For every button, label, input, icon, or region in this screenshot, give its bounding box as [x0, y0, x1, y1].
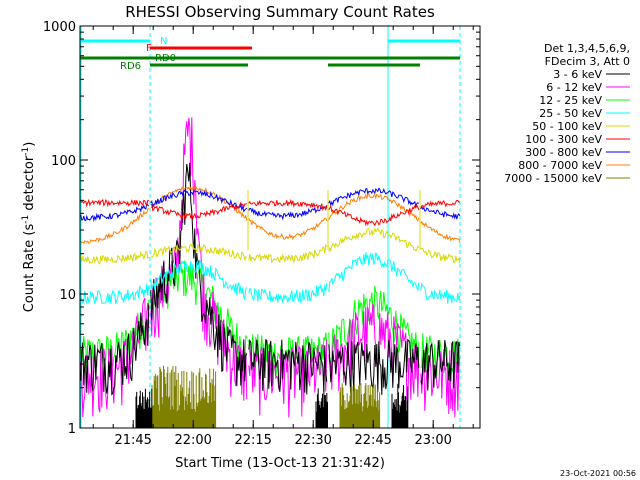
- series-line-7: [80, 187, 461, 223]
- flag-label: N: [160, 36, 167, 47]
- legend-header: Det 1,3,4,5,6,9,: [544, 42, 630, 55]
- legend-entry: 100 - 300 keV: [525, 133, 602, 146]
- x-tick-label: 21:45: [114, 433, 151, 448]
- y-axis-label: Count Rate (s-1 detector-1): [21, 142, 37, 313]
- series-line-9: [151, 365, 177, 428]
- flag-label: RD0: [155, 53, 176, 64]
- legend-entry: 7000 - 15000 keV: [504, 172, 602, 185]
- legend-header: FDecim 3, Att 0: [545, 55, 630, 68]
- series-line-8: [80, 185, 461, 244]
- x-tick-label: 22:00: [174, 433, 211, 448]
- series-line-6: [80, 198, 460, 227]
- series-line-1-burst: [315, 388, 328, 428]
- series-line-1: [80, 162, 461, 396]
- legend: Det 1,3,4,5,6,9,FDecim 3, Att 03 - 6 keV…: [504, 42, 630, 185]
- series-line-4: [80, 252, 461, 305]
- chart-title: RHESSI Observing Summary Count Rates: [125, 3, 435, 21]
- series-line-9: [339, 382, 381, 428]
- x-tick-label: 22:45: [354, 433, 391, 448]
- y-tick-label: 100: [51, 154, 76, 169]
- legend-entry: 50 - 100 keV: [532, 120, 602, 133]
- plot-frame: [79, 25, 481, 429]
- y-tick-label: 10: [59, 288, 76, 303]
- y-tick-label: 1: [68, 422, 76, 437]
- series-line-9: [175, 368, 217, 428]
- x-tick-label: 22:30: [294, 433, 331, 448]
- x-tick-label: 23:00: [414, 433, 451, 448]
- x-tick-label: 22:15: [234, 433, 271, 448]
- x-axis-label: Start Time (13-Oct-13 21:31:42): [175, 456, 385, 471]
- legend-entry: 3 - 6 keV: [553, 68, 602, 81]
- x-axis: 21:45 22:00 22:15 22:30 22:45 23:00: [92, 26, 474, 448]
- y-tick-label: 1000: [43, 20, 76, 35]
- series-line-1-burst: [391, 383, 409, 428]
- flag-label: F: [146, 43, 152, 54]
- legend-entry: 300 - 800 keV: [525, 146, 602, 159]
- flag-label: RD6: [120, 61, 141, 72]
- legend-entry: 800 - 7000 keV: [518, 159, 602, 172]
- legend-entry: 12 - 25 keV: [539, 94, 602, 107]
- legend-entry: 25 - 50 keV: [539, 107, 602, 120]
- series-line-3: [80, 260, 461, 379]
- series-line-5: [80, 226, 461, 265]
- legend-entry: 6 - 12 keV: [546, 81, 602, 94]
- series-line-1-burst: [135, 388, 153, 428]
- timestamp: 23-Oct-2021 00:56: [560, 469, 636, 478]
- y-axis: 1 10 100 1000: [43, 20, 480, 437]
